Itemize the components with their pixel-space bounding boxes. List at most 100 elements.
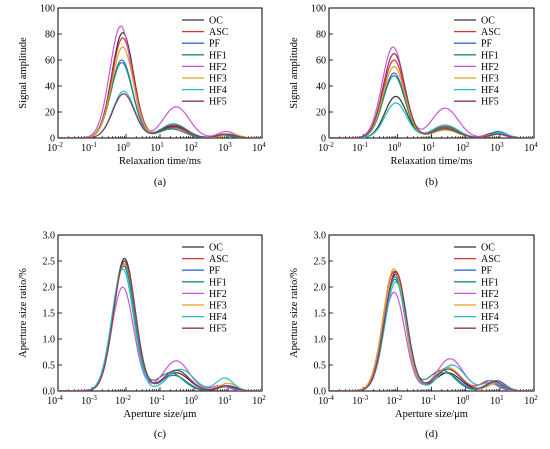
legend-label-hf1: HF1 — [209, 277, 227, 288]
x-tick-exponent: 3 — [228, 141, 232, 149]
series-line-oc — [58, 32, 262, 138]
y-tick-label: 1.5 — [43, 309, 56, 320]
y-tick-label: 3.0 — [43, 231, 56, 242]
x-axis-label: Aperture size/μm — [395, 409, 468, 420]
plot-frame — [57, 7, 263, 139]
x-tick-label: 10-2 — [115, 394, 131, 407]
legend-label-pf: PF — [481, 39, 493, 50]
x-tick-label: 10-1 — [149, 394, 165, 407]
x-tick-label: 100 — [388, 141, 402, 154]
y-tick-label: 0.5 — [43, 361, 56, 372]
y-tick-label: 3.0 — [314, 231, 327, 242]
y-tick-label: 20 — [316, 108, 326, 119]
panel-a: 10-2 10-1 100 101 102 103 104020406080100Relax… — [18, 4, 266, 189]
panel-label: (d) — [425, 428, 438, 440]
series-line-oc — [58, 257, 262, 391]
x-tick-label: 10-1 — [81, 141, 97, 154]
legend-label-oc: OC — [209, 243, 223, 254]
x-tick-exponent: -2 — [57, 141, 63, 149]
legend-label-hf2: HF2 — [481, 62, 499, 73]
series-line-hf5 — [329, 270, 534, 391]
x-tick-label: 102 — [456, 141, 470, 154]
series-line-hf5 — [58, 93, 262, 138]
series-line-hf3 — [329, 268, 534, 391]
x-tick-label: 100 — [456, 394, 470, 407]
legend-label-asc: ASC — [209, 27, 229, 38]
legend-label-hf2: HF2 — [209, 289, 227, 300]
series-line-hf1 — [58, 61, 262, 138]
series-line-hf1 — [329, 278, 534, 391]
y-tick-label: 0.5 — [314, 361, 327, 372]
y-tick-label: 40 — [45, 82, 55, 93]
series-line-hf4 — [329, 102, 534, 138]
x-tick-label: 101 — [490, 394, 504, 407]
x-tick-exponent: -1 — [159, 394, 165, 402]
legend-label-hf4: HF4 — [481, 312, 499, 323]
series-line-hf3 — [58, 262, 262, 391]
y-tick-label: 80 — [45, 30, 55, 41]
y-tick-label: 0.0 — [314, 387, 327, 398]
x-tick-exponent: 1 — [160, 141, 164, 149]
y-tick-label: 60 — [316, 56, 326, 67]
legend-label-hf1: HF1 — [209, 50, 227, 61]
y-tick-label: 80 — [316, 30, 326, 41]
x-axis-label: Relaxation time/ms — [119, 156, 201, 167]
legend-label-oc: OC — [481, 16, 495, 27]
legend-label-asc: ASC — [209, 254, 229, 265]
legend-label-hf1: HF1 — [481, 277, 499, 288]
y-tick-label: 0.0 — [43, 387, 56, 398]
legend-label-oc: OC — [481, 243, 495, 254]
x-tick-exponent: 2 — [466, 141, 470, 149]
x-tick-label: 104 — [252, 141, 266, 154]
x-tick-exponent: -3 — [91, 394, 97, 402]
series-line-pf — [329, 72, 534, 138]
x-tick-exponent: 0 — [466, 394, 470, 402]
y-tick-label: 1.0 — [43, 335, 56, 346]
y-tick-label: 1.0 — [314, 335, 327, 346]
legend-label-pf: PF — [209, 39, 221, 50]
legend-label-asc: ASC — [481, 27, 501, 38]
y-axis-label: Signal amplitude — [289, 37, 300, 109]
plot-frame — [328, 7, 535, 139]
legend-label-hf3: HF3 — [209, 74, 227, 85]
legend-label-pf: PF — [481, 266, 493, 277]
legend-label-hf5: HF5 — [209, 97, 227, 108]
legend-label-hf3: HF3 — [481, 74, 499, 85]
legend-label-hf5: HF5 — [481, 97, 499, 108]
panel-b: 10-2 10-1 100 101 102 103 104020406080100Relax… — [289, 4, 538, 189]
x-tick-exponent: 1 — [228, 394, 232, 402]
x-tick-exponent: 2 — [194, 141, 198, 149]
x-tick-exponent: -4 — [328, 394, 334, 402]
series-line-hf2 — [58, 286, 262, 391]
y-axis-label: Aperture size ratio/% — [18, 268, 29, 358]
panel-label: (b) — [425, 176, 438, 188]
series-line-hf5 — [58, 260, 262, 391]
series-line-hf4 — [329, 281, 534, 391]
x-tick-label: 103 — [218, 141, 232, 154]
series-line-pf — [58, 265, 262, 391]
plot-frame — [57, 234, 263, 392]
x-tick-exponent: 4 — [534, 141, 538, 149]
x-tick-exponent: -1 — [362, 141, 368, 149]
x-tick-label: 104 — [524, 141, 538, 154]
x-tick-exponent: 1 — [432, 141, 436, 149]
x-tick-label: 10-1 — [421, 394, 437, 407]
series-line-hf4 — [58, 268, 262, 391]
series-line-hf5 — [329, 52, 534, 138]
legend-label-hf4: HF4 — [481, 85, 499, 96]
series-line-pf — [58, 59, 262, 138]
x-tick-label: 100 — [116, 141, 130, 154]
x-tick-exponent: 2 — [534, 394, 538, 402]
panel-c: 1 0 -4 10-3 10-2 10-1 100 101 102 0.0 0.5 1.0 1.5 2.0… — [18, 231, 266, 441]
y-tick-label: 60 — [45, 56, 55, 67]
x-tick-exponent: -2 — [125, 394, 131, 402]
x-tick-label: 101 — [150, 141, 164, 154]
x-tick-label: 103 — [490, 141, 504, 154]
legend-label-oc: OC — [209, 16, 223, 27]
x-tick-exponent: -4 — [57, 394, 63, 402]
x-tick-exponent: -2 — [396, 394, 402, 402]
y-tick-label: 20 — [45, 108, 55, 119]
legend-label-hf3: HF3 — [209, 301, 227, 312]
x-tick-exponent: -1 — [431, 394, 437, 402]
